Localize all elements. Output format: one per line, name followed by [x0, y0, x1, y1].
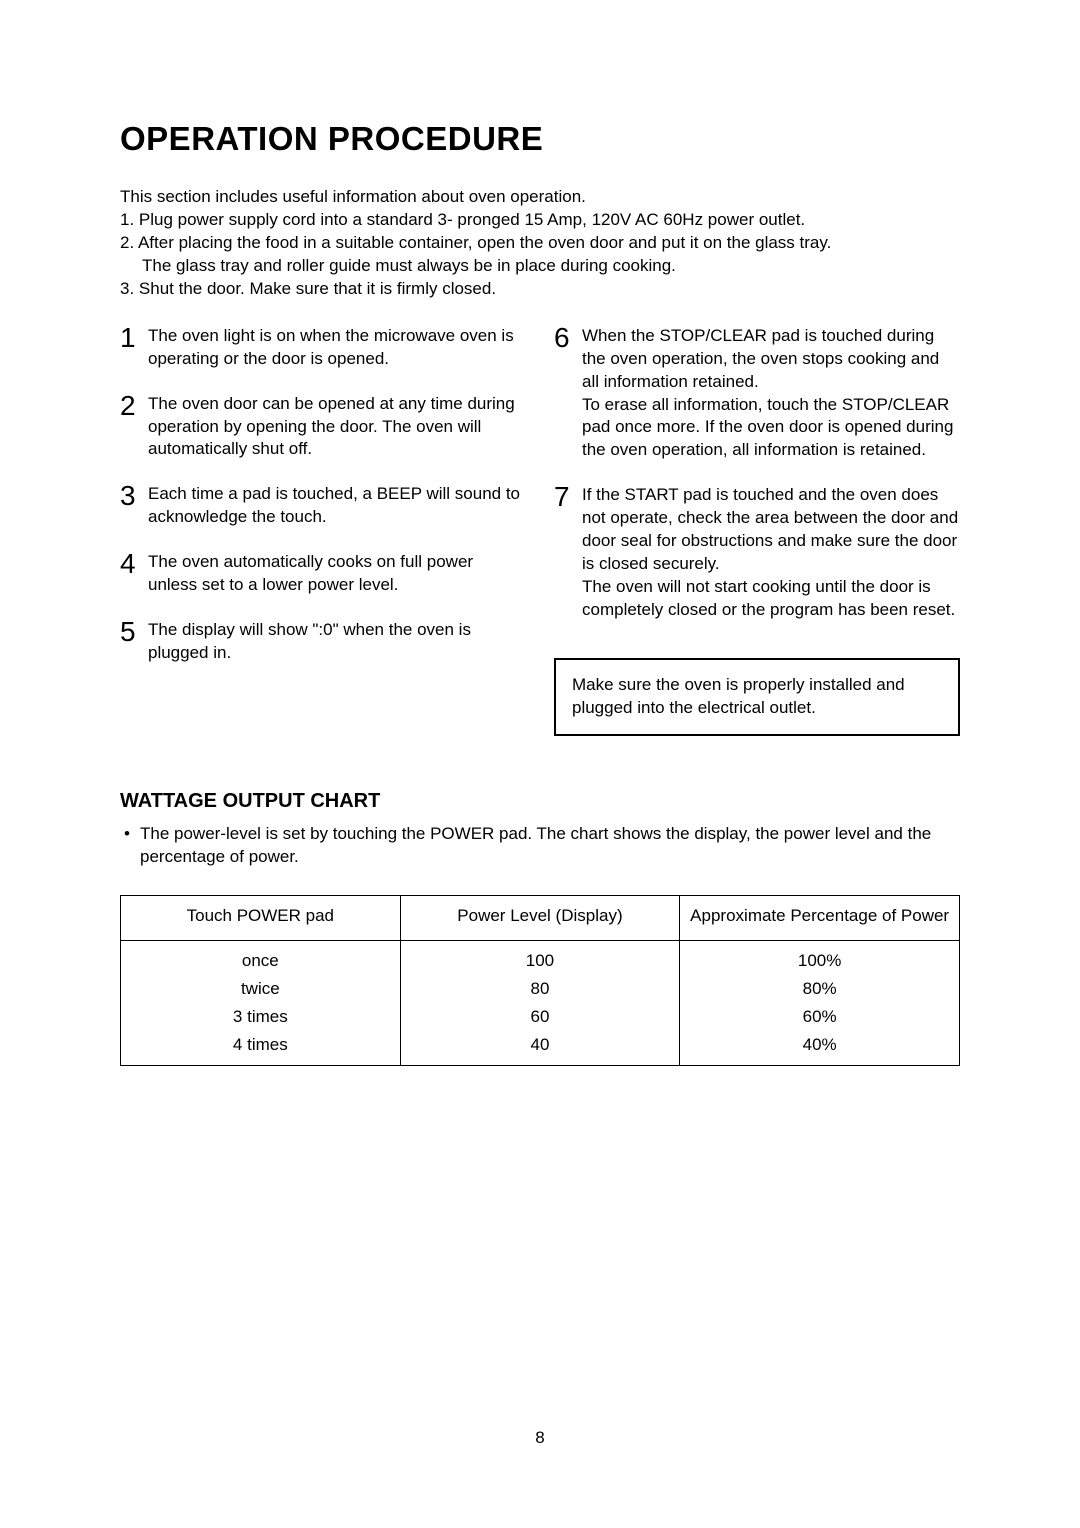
- item-number: 6: [554, 325, 574, 350]
- item-text: When the STOP/CLEAR pad is touched durin…: [582, 325, 960, 463]
- note-box: Make sure the oven is properly installed…: [554, 658, 960, 736]
- item-text: The oven door can be opened at any time …: [148, 393, 526, 462]
- right-column: 6 When the STOP/CLEAR pad is touched dur…: [554, 325, 960, 736]
- item-text: If the START pad is touched and the oven…: [582, 484, 960, 622]
- intro-lead: This section includes useful information…: [120, 186, 960, 209]
- item-4: 4 The oven automatically cooks on full p…: [120, 551, 526, 597]
- wattage-table: Touch POWER pad Power Level (Display) Ap…: [120, 895, 960, 1066]
- item-number: 7: [554, 484, 574, 509]
- item-number: 2: [120, 393, 140, 418]
- cell: once: [121, 940, 401, 975]
- table-header-row: Touch POWER pad Power Level (Display) Ap…: [121, 895, 960, 940]
- item-number: 5: [120, 619, 140, 644]
- item-number: 4: [120, 551, 140, 576]
- item-3: 3 Each time a pad is touched, a BEEP wil…: [120, 483, 526, 529]
- cell: 60%: [680, 1003, 960, 1031]
- item-7: 7 If the START pad is touched and the ov…: [554, 484, 960, 622]
- cell: 3 times: [121, 1003, 401, 1031]
- wattage-heading: WATTAGE OUTPUT CHART: [120, 790, 960, 813]
- cell: 40: [400, 1031, 680, 1066]
- table-row: 3 times 60 60%: [121, 1003, 960, 1031]
- item-text: The oven automatically cooks on full pow…: [148, 551, 526, 597]
- col-header-0: Touch POWER pad: [121, 895, 401, 940]
- item-number: 3: [120, 483, 140, 508]
- cell: 80%: [680, 975, 960, 1003]
- item-1: 1 The oven light is on when the microwav…: [120, 325, 526, 371]
- cell: 100: [400, 940, 680, 975]
- intro-block: This section includes useful information…: [120, 186, 960, 301]
- intro-step-2-sub: The glass tray and roller guide must alw…: [120, 255, 960, 278]
- bullet-icon: •: [124, 823, 134, 869]
- cell: twice: [121, 975, 401, 1003]
- intro-step-3: 3. Shut the door. Make sure that it is f…: [120, 278, 960, 301]
- cell: 60: [400, 1003, 680, 1031]
- cell: 4 times: [121, 1031, 401, 1066]
- wattage-bullet-text: The power-level is set by touching the P…: [140, 823, 950, 869]
- cell: 40%: [680, 1031, 960, 1066]
- page-title: OPERATION PROCEDURE: [120, 120, 960, 158]
- item-number: 1: [120, 325, 140, 350]
- col-header-1: Power Level (Display): [400, 895, 680, 940]
- cell: 80: [400, 975, 680, 1003]
- wattage-bullet: • The power-level is set by touching the…: [120, 823, 960, 869]
- intro-step-1: 1. Plug power supply cord into a standar…: [120, 209, 960, 232]
- table-row: twice 80 80%: [121, 975, 960, 1003]
- table-row: once 100 100%: [121, 940, 960, 975]
- cell: 100%: [680, 940, 960, 975]
- intro-step-2: 2. After placing the food in a suitable …: [120, 232, 960, 255]
- numbered-columns: 1 The oven light is on when the microwav…: [120, 325, 960, 736]
- col-header-2: Approximate Percentage of Power: [680, 895, 960, 940]
- item-5: 5 The display will show ":0" when the ov…: [120, 619, 526, 665]
- left-column: 1 The oven light is on when the microwav…: [120, 325, 526, 736]
- item-2: 2 The oven door can be opened at any tim…: [120, 393, 526, 462]
- item-text: The display will show ":0" when the oven…: [148, 619, 526, 665]
- item-6: 6 When the STOP/CLEAR pad is touched dur…: [554, 325, 960, 463]
- item-text: Each time a pad is touched, a BEEP will …: [148, 483, 526, 529]
- item-text: The oven light is on when the microwave …: [148, 325, 526, 371]
- page-number: 8: [0, 1428, 1080, 1448]
- table-row: 4 times 40 40%: [121, 1031, 960, 1066]
